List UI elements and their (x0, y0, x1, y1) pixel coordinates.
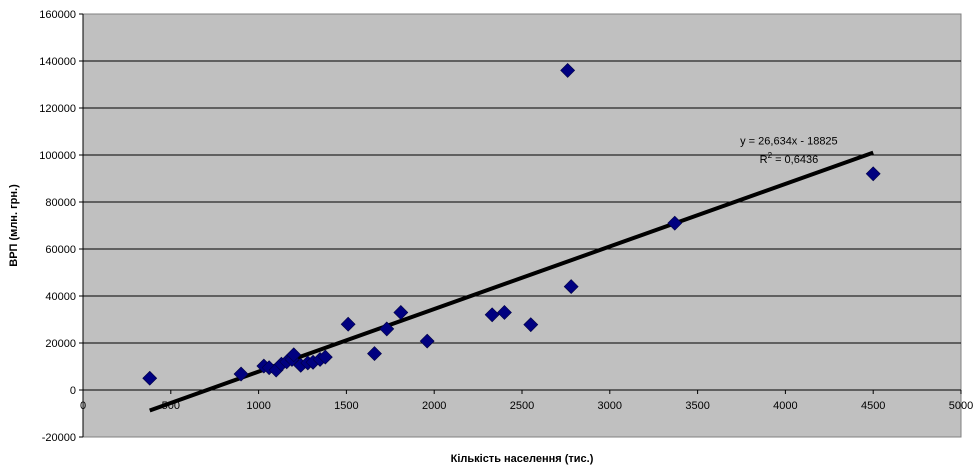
y-tick-label: 60000 (45, 244, 76, 256)
data-point-0 (142, 370, 158, 386)
y-axis-title: ВРП (млн. грн.) (8, 184, 20, 267)
r2-superscript: 2 (768, 151, 773, 160)
tick-labels: -200000200004000060000800001000001200001… (39, 9, 973, 444)
y-tick-label: -20000 (42, 432, 76, 444)
r2-value: = 0,6436 (772, 154, 818, 166)
x-tick-label: 2000 (422, 400, 446, 412)
x-tick-label: 4000 (773, 400, 797, 412)
data-point-21 (523, 317, 539, 333)
x-tick-label: 4500 (861, 400, 885, 412)
y-tick-label: 100000 (39, 150, 76, 162)
data-point-22 (560, 62, 576, 78)
data-point-24 (667, 215, 683, 231)
data-point-14 (340, 316, 356, 332)
data-point-8 (286, 347, 302, 363)
data-points (142, 62, 881, 386)
y-tick-label: 20000 (45, 338, 76, 350)
y-tick-label: 80000 (45, 197, 76, 209)
trendline-equation: y = 26,634x - 18825 (740, 135, 838, 147)
y-tick-label: 160000 (39, 9, 76, 21)
data-point-15 (367, 346, 382, 361)
x-axis-title: Кількість населення (тис.) (451, 453, 594, 465)
gridlines (83, 60, 961, 344)
trendline-r-squared: R2 = 0,6436 (760, 151, 819, 166)
data-point-23 (563, 279, 579, 295)
data-point-16 (379, 321, 395, 337)
x-tick-label: 0 (80, 400, 86, 412)
y-tick-label: 120000 (39, 103, 76, 115)
y-tick-label: 40000 (45, 291, 76, 303)
y-tick-label: 0 (70, 385, 76, 397)
x-tick-label: 1000 (246, 400, 270, 412)
data-point-18 (419, 333, 435, 349)
x-tick-label: 3500 (685, 400, 709, 412)
data-point-17 (393, 305, 409, 320)
x-tick-label: 1500 (334, 400, 358, 412)
data-point-13 (317, 349, 333, 365)
plot-area (82, 13, 962, 438)
x-tick-label: 3000 (598, 400, 622, 412)
x-tick-label: 2500 (510, 400, 534, 412)
data-point-25 (865, 166, 881, 182)
data-point-1 (233, 366, 249, 382)
x-tick-label: 5000 (949, 400, 973, 412)
y-tick-label: 140000 (39, 56, 76, 68)
data-point-19 (484, 307, 500, 323)
data-point-20 (497, 305, 512, 320)
r2-prefix: R (760, 154, 768, 166)
